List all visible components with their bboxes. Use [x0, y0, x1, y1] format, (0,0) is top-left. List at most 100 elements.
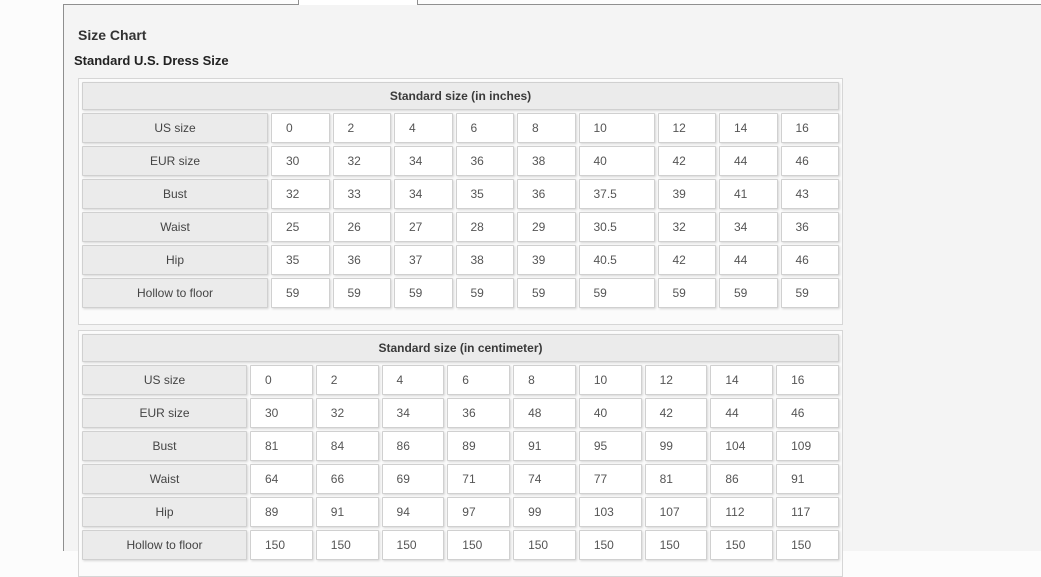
data-cell: 42 [644, 398, 708, 428]
data-cell: 97 [447, 497, 511, 527]
page-title: Size Chart [78, 27, 147, 43]
data-cell: 103 [578, 497, 642, 527]
tab-divider [417, 0, 418, 5]
data-cell: 59 [332, 278, 391, 308]
data-cell: 33 [332, 179, 391, 209]
row-label-cell: Hollow to floor [82, 278, 268, 308]
data-cell: 86 [710, 464, 774, 494]
data-cell: 27 [394, 212, 453, 242]
table-row: EUR size 30 32 34 36 48 40 42 44 46 [82, 398, 839, 428]
data-cell: 89 [447, 431, 511, 461]
table-title-row: Standard size (in centimeter) [82, 334, 839, 362]
tab-divider [298, 0, 299, 5]
data-cell: 46 [780, 245, 839, 275]
data-cell: 89 [250, 497, 313, 527]
data-cell: 64 [250, 464, 313, 494]
data-cell: 16 [776, 365, 839, 395]
data-cell: 39 [657, 179, 716, 209]
data-cell: 0 [271, 113, 330, 143]
data-cell: 14 [719, 113, 778, 143]
data-cell: 69 [381, 464, 445, 494]
data-cell: 91 [513, 431, 576, 461]
data-cell: 26 [332, 212, 391, 242]
active-tab-border-gap [300, 4, 417, 5]
data-cell: 8 [513, 365, 576, 395]
data-cell: 40.5 [578, 245, 655, 275]
data-cell: 34 [381, 398, 445, 428]
data-cell: 150 [315, 530, 379, 560]
table-row: Hollow to floor 150 150 150 150 150 150 150 150 1… [82, 530, 839, 560]
active-tab[interactable] [299, 0, 417, 5]
data-cell: 77 [578, 464, 642, 494]
data-cell: 36 [780, 212, 839, 242]
data-cell: 104 [710, 431, 774, 461]
data-cell: 40 [578, 398, 642, 428]
data-cell: 59 [394, 278, 453, 308]
data-cell: 30 [271, 146, 330, 176]
data-cell: 42 [657, 245, 716, 275]
data-cell: 36 [517, 179, 576, 209]
table-row: US size 0 2 4 6 8 10 12 14 16 [82, 365, 839, 395]
data-cell: 150 [644, 530, 708, 560]
data-cell: 59 [455, 278, 514, 308]
data-cell: 25 [271, 212, 330, 242]
data-cell: 150 [447, 530, 511, 560]
data-cell: 117 [776, 497, 839, 527]
row-label-cell: Waist [82, 212, 268, 242]
data-cell: 36 [447, 398, 511, 428]
data-cell: 36 [332, 245, 391, 275]
data-cell: 42 [657, 146, 716, 176]
data-cell: 91 [776, 464, 839, 494]
data-cell: 150 [250, 530, 313, 560]
data-cell: 46 [780, 146, 839, 176]
data-cell: 6 [447, 365, 511, 395]
data-cell: 16 [780, 113, 839, 143]
data-cell: 59 [780, 278, 839, 308]
data-cell: 150 [513, 530, 576, 560]
data-cell: 29 [517, 212, 576, 242]
data-cell: 109 [776, 431, 839, 461]
table-row: EUR size 30 32 34 36 38 40 42 44 46 [82, 146, 839, 176]
size-table-inches-container: Standard size (in inches) US size 0 2 4 6 8 10… [78, 78, 843, 325]
data-cell: 32 [657, 212, 716, 242]
table-row: Waist 25 26 27 28 29 30.5 32 34 36 [82, 212, 839, 242]
data-cell: 6 [455, 113, 514, 143]
data-cell: 107 [644, 497, 708, 527]
data-cell: 81 [644, 464, 708, 494]
data-cell: 36 [455, 146, 514, 176]
data-cell: 44 [710, 398, 774, 428]
row-label-cell: Hollow to floor [82, 530, 247, 560]
data-cell: 44 [719, 245, 778, 275]
data-cell: 40 [578, 146, 655, 176]
row-label-cell: US size [82, 365, 247, 395]
data-cell: 10 [578, 365, 642, 395]
data-cell: 81 [250, 431, 313, 461]
size-table-centimeter: Standard size (in centimeter) US size 0 2 4… [79, 331, 842, 563]
data-cell: 150 [776, 530, 839, 560]
table-row: Hip 35 36 37 38 39 40.5 42 44 46 [82, 245, 839, 275]
data-cell: 28 [455, 212, 514, 242]
data-cell: 99 [513, 497, 576, 527]
data-cell: 4 [381, 365, 445, 395]
data-cell: 30 [250, 398, 313, 428]
data-cell: 84 [315, 431, 379, 461]
data-cell: 10 [578, 113, 655, 143]
table-title: Standard size (in inches) [82, 82, 839, 110]
data-cell: 32 [332, 146, 391, 176]
data-cell: 32 [315, 398, 379, 428]
row-label-cell: EUR size [82, 398, 247, 428]
data-cell: 59 [719, 278, 778, 308]
data-cell: 44 [719, 146, 778, 176]
data-cell: 34 [394, 179, 453, 209]
data-cell: 35 [271, 245, 330, 275]
data-cell: 71 [447, 464, 511, 494]
data-cell: 38 [455, 245, 514, 275]
data-cell: 74 [513, 464, 576, 494]
data-cell: 91 [315, 497, 379, 527]
data-cell: 39 [517, 245, 576, 275]
data-cell: 99 [644, 431, 708, 461]
data-cell: 94 [381, 497, 445, 527]
row-label-cell: Bust [82, 431, 247, 461]
row-label-cell: Waist [82, 464, 247, 494]
page-subtitle: Standard U.S. Dress Size [74, 53, 229, 68]
